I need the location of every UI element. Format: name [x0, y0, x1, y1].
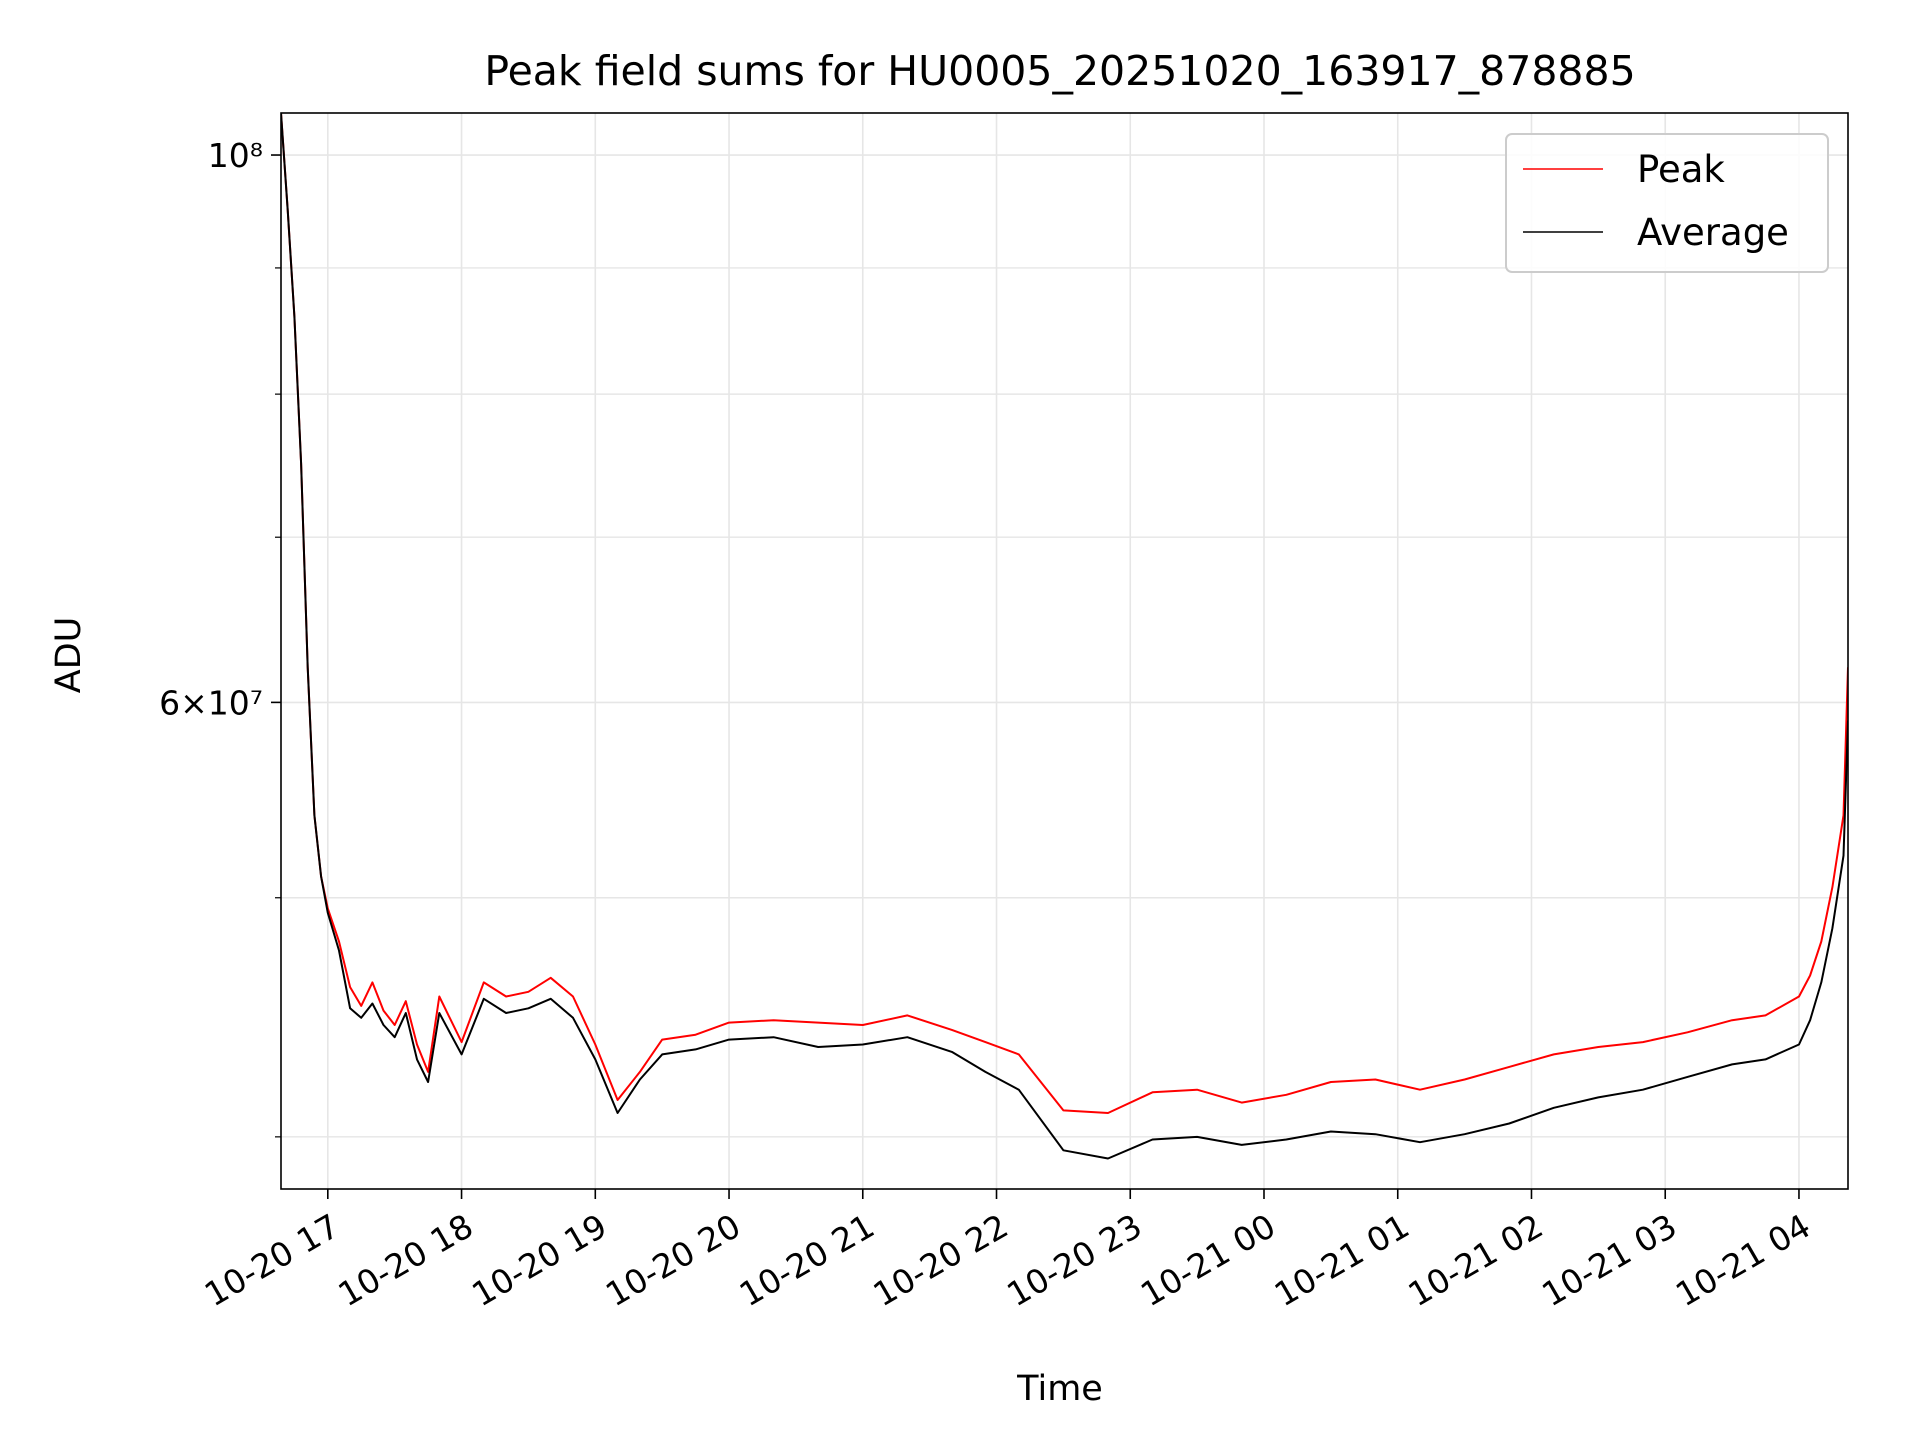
series-layer — [281, 113, 1848, 1160]
legend: Peak Average — [1505, 133, 1829, 273]
x-axis-label: Time — [1016, 1369, 1103, 1409]
legend-label-average: Average — [1637, 211, 1789, 254]
series-line-peak — [281, 113, 1848, 1114]
series-line-average — [281, 113, 1848, 1160]
y-tick-label: 6×10⁷ — [159, 683, 263, 722]
y-axis-label: ADU — [49, 617, 89, 694]
y-tick-label: 10⁸ — [208, 136, 263, 175]
chart-title: Peak field sums for HU0005_20251020_1639… — [484, 47, 1635, 95]
legend-label-peak: Peak — [1637, 148, 1725, 191]
plot-frame — [280, 112, 1849, 1190]
